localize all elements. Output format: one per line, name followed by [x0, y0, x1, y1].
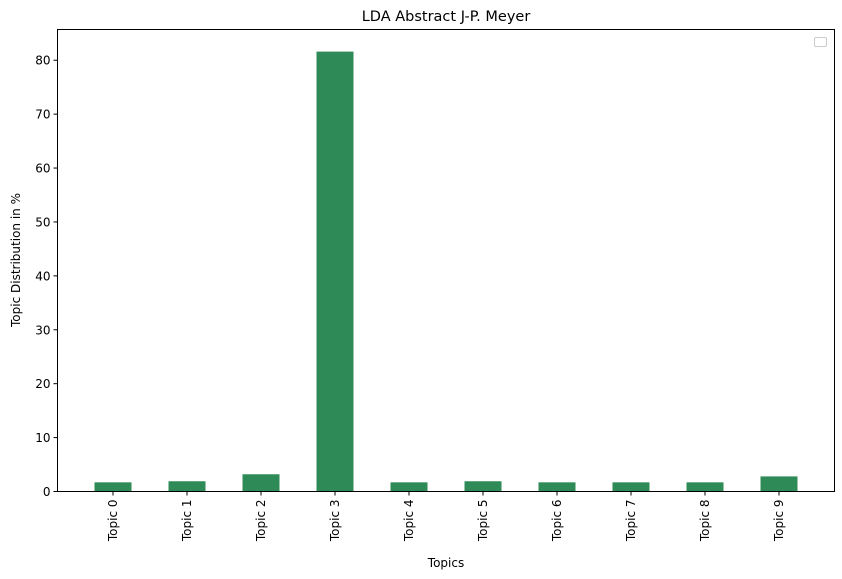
x-tick-label: Topic 3	[328, 500, 342, 543]
bar-topic-9	[760, 476, 798, 492]
bar-topic-7	[612, 482, 650, 492]
x-axis-ticks: Topic 0 Topic 1 Topic 2 Topic 3 Topic 4 Topic…	[106, 491, 786, 543]
plot-frame	[57, 29, 835, 492]
x-tick-label: Topic 6	[550, 500, 564, 543]
bar-topic-5	[464, 481, 502, 492]
y-tick-label: 10	[35, 431, 50, 445]
y-tick-label: 20	[35, 377, 50, 391]
bar-topic-1	[168, 481, 206, 492]
y-tick-label: 0	[43, 485, 51, 499]
x-tick-label: Topic 0	[106, 500, 120, 543]
y-axis-label: Topic Distribution in %	[9, 193, 23, 328]
bar-topic-0	[94, 482, 132, 492]
x-tick-label: Topic 5	[476, 500, 490, 543]
bar-topic-4	[390, 482, 428, 492]
bar-topic-6	[538, 482, 576, 492]
y-tick-label: 60	[35, 162, 50, 176]
x-tick-label: Topic 2	[254, 500, 268, 543]
bar-topic-3	[316, 51, 354, 492]
y-tick-label: 40	[35, 269, 50, 283]
bar-topic-2	[242, 474, 280, 492]
y-axis-ticks: 0 10 20 30 40 50 60 70 80	[35, 54, 58, 499]
y-tick-label: 30	[35, 323, 50, 337]
legend-box	[814, 37, 827, 47]
y-tick-label: 70	[35, 108, 50, 122]
bar-topic-8	[686, 482, 724, 492]
x-axis-label: Topics	[427, 556, 464, 570]
x-tick-label: Topic 7	[624, 500, 638, 543]
chart-title: LDA Abstract J-P. Meyer	[362, 9, 531, 25]
bars-group	[94, 51, 798, 492]
y-tick-label: 50	[35, 215, 50, 229]
y-tick-label: 80	[35, 54, 50, 68]
x-tick-label: Topic 9	[772, 500, 786, 543]
x-tick-label: Topic 1	[180, 500, 194, 543]
x-tick-label: Topic 8	[698, 500, 712, 543]
x-tick-label: Topic 4	[402, 500, 416, 543]
